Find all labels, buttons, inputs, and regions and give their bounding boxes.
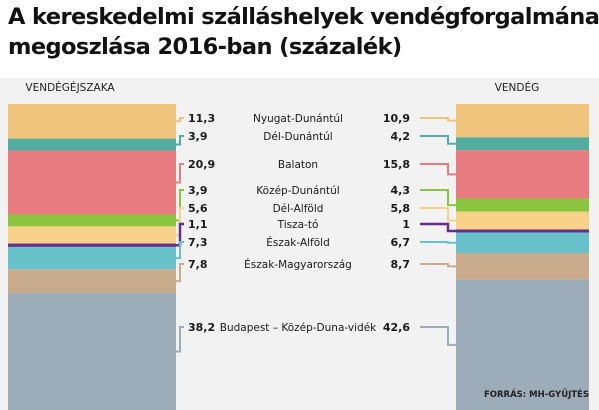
value-label-left-1: 3,9 [188,130,208,143]
connector-left-8 [176,326,184,353]
value-label-left-4: 5,6 [188,202,208,215]
bar-segment-right-0 [456,104,589,138]
category-label-1: Dél-Dunántúl [263,131,332,143]
bar-segment-left-1 [8,138,176,151]
value-label-right-8: 42,6 [383,321,410,334]
connector-left-6 [176,241,184,260]
category-label-0: Nyugat-Dunántúl [253,113,343,125]
bar-segment-right-7 [456,253,589,280]
column-label-left: VENDÉGÉJSZAKA [25,81,115,94]
value-label-right-3: 4,3 [391,184,411,197]
value-label-right-5: 1 [402,218,410,231]
bar-segment-right-5 [456,229,589,233]
bar-segment-right-8 [456,279,589,410]
source-note: FORRÁS: MH-GYŰJTÉS [484,388,589,400]
bar-segment-right-4 [456,211,589,230]
value-label-left-6: 7,3 [188,236,208,249]
connector-right-7 [420,263,456,268]
connector-left-3 [176,189,184,222]
value-label-right-2: 15,8 [383,158,410,171]
connector-left-2 [176,163,184,184]
data-labels: 11,3 10,9 Nyugat-Dunántúl 3,9 4,2 Dél-Dunántú… [188,112,410,334]
bar-segment-left-4 [8,226,176,244]
chart-title: A kereskedelmi szálláshelyek vendégforga… [8,2,599,62]
value-label-left-7: 7,8 [188,258,208,271]
category-label-6: Észak-Alföld [266,236,330,249]
bar-segment-left-6 [8,246,176,270]
bar-segment-right-3 [456,198,589,212]
value-label-left-5: 1,1 [188,218,208,231]
connector-left-4 [176,207,184,236]
label-connectors [176,117,456,353]
value-label-right-4: 5,8 [391,202,411,215]
bar-segment-right-2 [456,150,589,199]
connector-right-1 [420,135,456,145]
bar-stacks [8,104,589,410]
connector-left-5 [176,222,184,247]
connector-right-5 [420,222,456,233]
bar-segment-left-3 [8,214,176,227]
bar-segment-right-6 [456,232,589,254]
bar-segment-left-8 [8,293,176,410]
value-label-right-7: 8,7 [391,258,411,271]
bar-segment-right-1 [456,137,589,151]
value-label-left-2: 20,9 [188,158,215,171]
category-label-8: Budapest – Közép-Duna-vidék [220,322,377,334]
bar-segment-left-0 [8,104,176,139]
connector-right-3 [420,189,456,207]
connector-left-1 [176,135,184,146]
connector-right-0 [420,117,456,122]
category-label-5: Tisza-tó [277,219,319,231]
value-label-right-6: 6,7 [391,236,411,249]
value-label-left-0: 11,3 [188,112,215,125]
value-label-left-8: 38,2 [188,321,215,334]
column-label-right: VENDÉG [495,81,540,94]
bar-segment-left-5 [8,243,176,247]
connector-right-2 [420,163,456,176]
connector-right-8 [420,326,456,346]
chart-title-line-1: A kereskedelmi szálláshelyek vendégforga… [8,4,599,30]
bar-segment-left-7 [8,269,176,294]
category-label-3: Közép-Dunántúl [256,185,339,197]
chart-title-line-2: megoszlása 2016-ban (százalék) [8,34,402,60]
category-label-4: Dél-Alföld [273,203,324,215]
connector-right-4 [420,207,456,222]
value-label-right-0: 10,9 [383,112,410,125]
category-label-2: Balaton [278,159,318,171]
connector-left-0 [176,117,184,123]
connector-right-6 [420,241,456,244]
connector-left-7 [176,263,184,283]
bar-segment-left-2 [8,150,176,215]
category-label-7: Észak-Magyarország [244,258,352,271]
value-label-right-1: 4,2 [391,130,411,143]
value-label-left-3: 3,9 [188,184,208,197]
